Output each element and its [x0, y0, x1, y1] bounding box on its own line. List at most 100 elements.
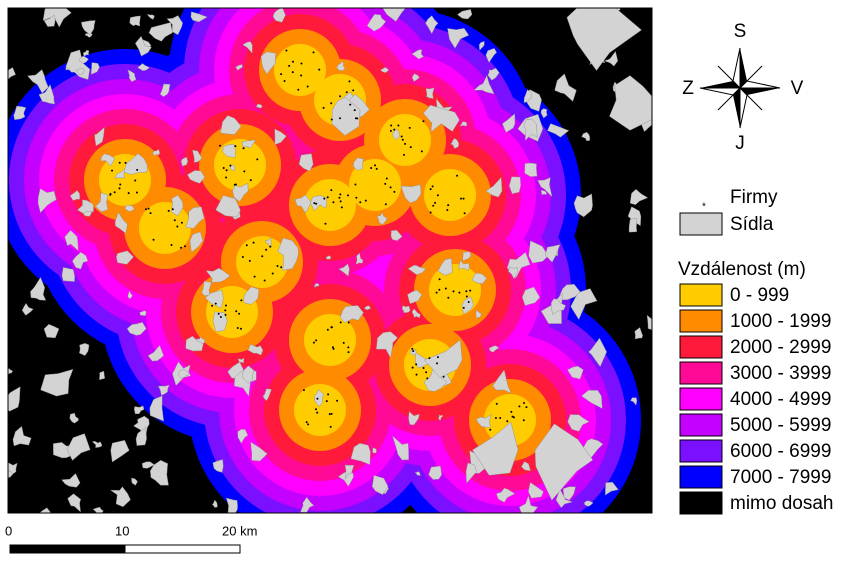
settlement: [222, 144, 236, 158]
scale-label: 10: [115, 523, 129, 538]
legend-label: Sídla: [730, 214, 774, 235]
firm: [332, 201, 335, 204]
settlement: [190, 11, 208, 23]
settlement: [69, 190, 80, 201]
settlement: [109, 486, 131, 508]
firm: [280, 266, 283, 269]
firm: [409, 146, 412, 149]
legend-swatch: [679, 361, 723, 385]
firm: [219, 144, 222, 147]
firm: [356, 117, 359, 120]
settlement: [272, 8, 286, 23]
distance-zone: [349, 159, 401, 211]
settlement: [69, 412, 79, 424]
firm: [330, 102, 333, 105]
firm: [329, 425, 332, 428]
settlement: [352, 157, 364, 171]
settlement: [355, 252, 364, 265]
settlement: [401, 305, 411, 313]
settlement: [43, 14, 56, 27]
firm: [400, 135, 403, 138]
firm: [302, 389, 305, 392]
firm: [506, 420, 509, 423]
settlement: [94, 126, 105, 147]
firm: [452, 290, 455, 293]
settlement: [205, 267, 231, 283]
firm: [375, 167, 378, 170]
settlement: [437, 258, 453, 276]
settlement: [220, 115, 242, 135]
firm: [327, 393, 330, 396]
settlement: [487, 67, 500, 81]
firm: [152, 238, 155, 241]
settlement: [350, 443, 371, 465]
firm: [234, 145, 237, 148]
settlement: [634, 327, 643, 340]
settlement: [235, 64, 243, 71]
firm: [325, 400, 328, 403]
firm: [144, 208, 147, 211]
firm: [345, 91, 348, 94]
firm: [512, 416, 515, 419]
firm: [347, 351, 350, 354]
firm: [339, 200, 342, 203]
settlement: [457, 9, 473, 20]
settlement: [627, 206, 642, 227]
settlement: [471, 272, 488, 285]
firm: [170, 243, 173, 246]
firm-symbol: *: [702, 202, 706, 213]
firm: [346, 194, 349, 197]
distance-zone: [424, 169, 476, 221]
firm: [313, 202, 316, 205]
firm: [312, 51, 315, 54]
settlement: [415, 352, 431, 369]
firm: [525, 406, 528, 409]
firm: [283, 80, 286, 83]
firm: [330, 326, 333, 329]
settlement: [135, 35, 152, 57]
firm: [411, 366, 414, 369]
firm: [403, 153, 406, 156]
settlement: [67, 493, 81, 513]
settlement: [407, 264, 427, 275]
firm: [432, 204, 435, 207]
settlement: [411, 73, 420, 82]
firm: [435, 291, 438, 294]
settlement: [521, 461, 531, 472]
settlement: [81, 20, 96, 35]
settlement: [392, 128, 400, 140]
settlement: [366, 14, 387, 32]
settlement: [79, 343, 90, 356]
settlement: [376, 331, 398, 359]
settlement: [555, 488, 574, 509]
firm: [224, 304, 227, 307]
settlement: [423, 104, 460, 133]
settlement: [243, 286, 260, 305]
map-frame: [7, 7, 653, 514]
firm: [214, 302, 217, 305]
settlement: [82, 49, 90, 57]
firm: [245, 244, 248, 247]
settlement: [603, 50, 619, 67]
firm: [523, 402, 526, 405]
settlement: [459, 121, 468, 127]
firm: [385, 177, 388, 180]
settlement: [313, 389, 325, 408]
firm: [408, 126, 411, 129]
settlement: [27, 69, 49, 94]
firm: [463, 212, 466, 215]
settlement: [581, 132, 590, 142]
settlement: [380, 67, 390, 73]
settlement: [157, 384, 170, 396]
compass-label: Z: [682, 78, 694, 99]
settlement: [99, 370, 106, 381]
settlement: [364, 305, 372, 310]
firm: [431, 185, 434, 188]
firm: [347, 321, 350, 324]
settlement: [78, 55, 89, 64]
firm: [438, 278, 441, 281]
settlement: [465, 462, 478, 484]
settlement: [475, 309, 482, 319]
settlement: [171, 194, 184, 217]
settlement: [66, 433, 91, 461]
